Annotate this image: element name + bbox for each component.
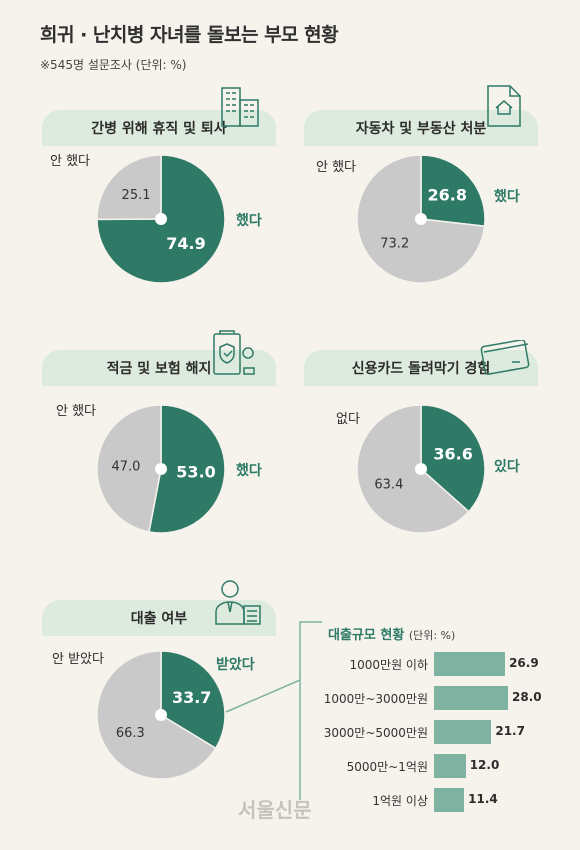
panel-header-savings: 적금 및 보험 해지 [42,350,276,386]
bar-value-label: 28.0 [512,690,542,704]
pie-label-done: 했다 [494,189,520,205]
bar-value-label: 12.0 [469,758,500,772]
bar-category-label: 3000만~5000만원 [323,726,428,740]
panel-header-leave: 간병 위해 휴직 및 퇴사 [42,110,276,146]
pie-slice [420,154,486,228]
bar-value-label: 21.7 [495,724,525,738]
pie-value-label: 26.8 [428,186,467,205]
pie-value-label: 36.6 [433,445,472,464]
pie-center-dot [155,709,167,721]
pie-label-done: 했다 [236,463,262,479]
panel-header-credit: 신용카드 돌려막기 경험 [304,350,538,386]
pie-value-label: 47.0 [111,460,140,475]
panel-title: 적금 및 보험 해지 [106,361,212,377]
pie-value-label: 53.0 [176,462,215,481]
pie-center-dot [415,213,427,225]
bar-chart-unit: (단위: %) [408,629,456,642]
building-icon [221,87,259,127]
pie-value-label: 73.2 [380,236,409,251]
pie-value-label: 25.1 [122,188,151,203]
panel-header-asset: 자동차 및 부동산 처분 [304,110,538,146]
page-title: 희귀 · 난치병 자녀를 돌보는 부모 현황 [40,24,339,46]
pie-center-dot [155,463,167,475]
pie-label-received: 받았다 [216,657,255,673]
pie-center-dot [155,213,167,225]
bar [434,686,508,710]
pie-label-yes: 있다 [494,459,520,475]
bar-value-label: 11.4 [468,792,498,806]
pie-chart-asset: 26.8 73.2 [356,154,486,284]
bar-category-label: 1000만원 이하 [349,658,428,672]
pie-value-label: 66.3 [116,726,145,741]
pie-center-dot [415,463,427,475]
panel-header-loan: 대출 여부 [42,600,276,636]
credit-card-icon [480,340,530,375]
pie-slice [356,404,470,534]
bar [434,754,466,778]
pie-slice [96,404,162,533]
pie-chart-loan: 33.7 66.3 [96,650,226,780]
page-subtitle: ※545명 설문조사 (단위: %) [40,58,187,72]
pie-label-not-received: 안 받았다 [52,652,104,667]
pie-label-not-done: 안 했다 [316,160,357,175]
bar-value-label: 26.9 [509,656,539,670]
panel-title: 대출 여부 [130,611,188,627]
panel-title: 자동차 및 부동산 처분 [355,121,487,137]
panel-title: 신용카드 돌려막기 경험 [351,361,491,377]
businessman-icon [215,580,261,625]
pie-label-not-done: 안 했다 [50,154,91,169]
pie-slice [420,404,486,513]
bar [434,720,492,744]
pie-value-label: 74.9 [166,234,205,253]
bar-chart-title: 대출규모 현황 (단위: %) [328,624,455,643]
bar-chart-title-text: 대출규모 현황 [328,628,405,643]
pie-value-label: 63.4 [374,477,403,492]
pie-slice [96,154,162,221]
pie-label-not-done: 안 했다 [56,404,97,419]
pie-value-label: 33.7 [172,688,211,707]
bar-category-label: 1000만~3000만원 [323,692,428,706]
pie-chart-leave: 74.9 25.1 [96,154,226,284]
bar-category-label: 1억원 이상 [372,794,428,808]
pie-chart-credit: 36.6 63.4 [356,404,486,534]
bar [434,652,506,676]
pie-slice [148,404,226,534]
panel-title: 간병 위해 휴직 및 퇴사 [91,121,227,137]
bar-category-label: 5000만~1억원 [346,760,428,774]
pie-label-done: 했다 [236,213,262,229]
pie-slice [96,154,226,284]
bar [434,788,465,812]
publisher-watermark: 서울신문 [238,798,312,822]
pie-chart-savings: 53.0 47.0 [96,404,226,534]
house-document-icon [487,85,521,127]
insurance-shield-icon [213,330,255,375]
pie-label-no: 없다 [336,412,360,427]
